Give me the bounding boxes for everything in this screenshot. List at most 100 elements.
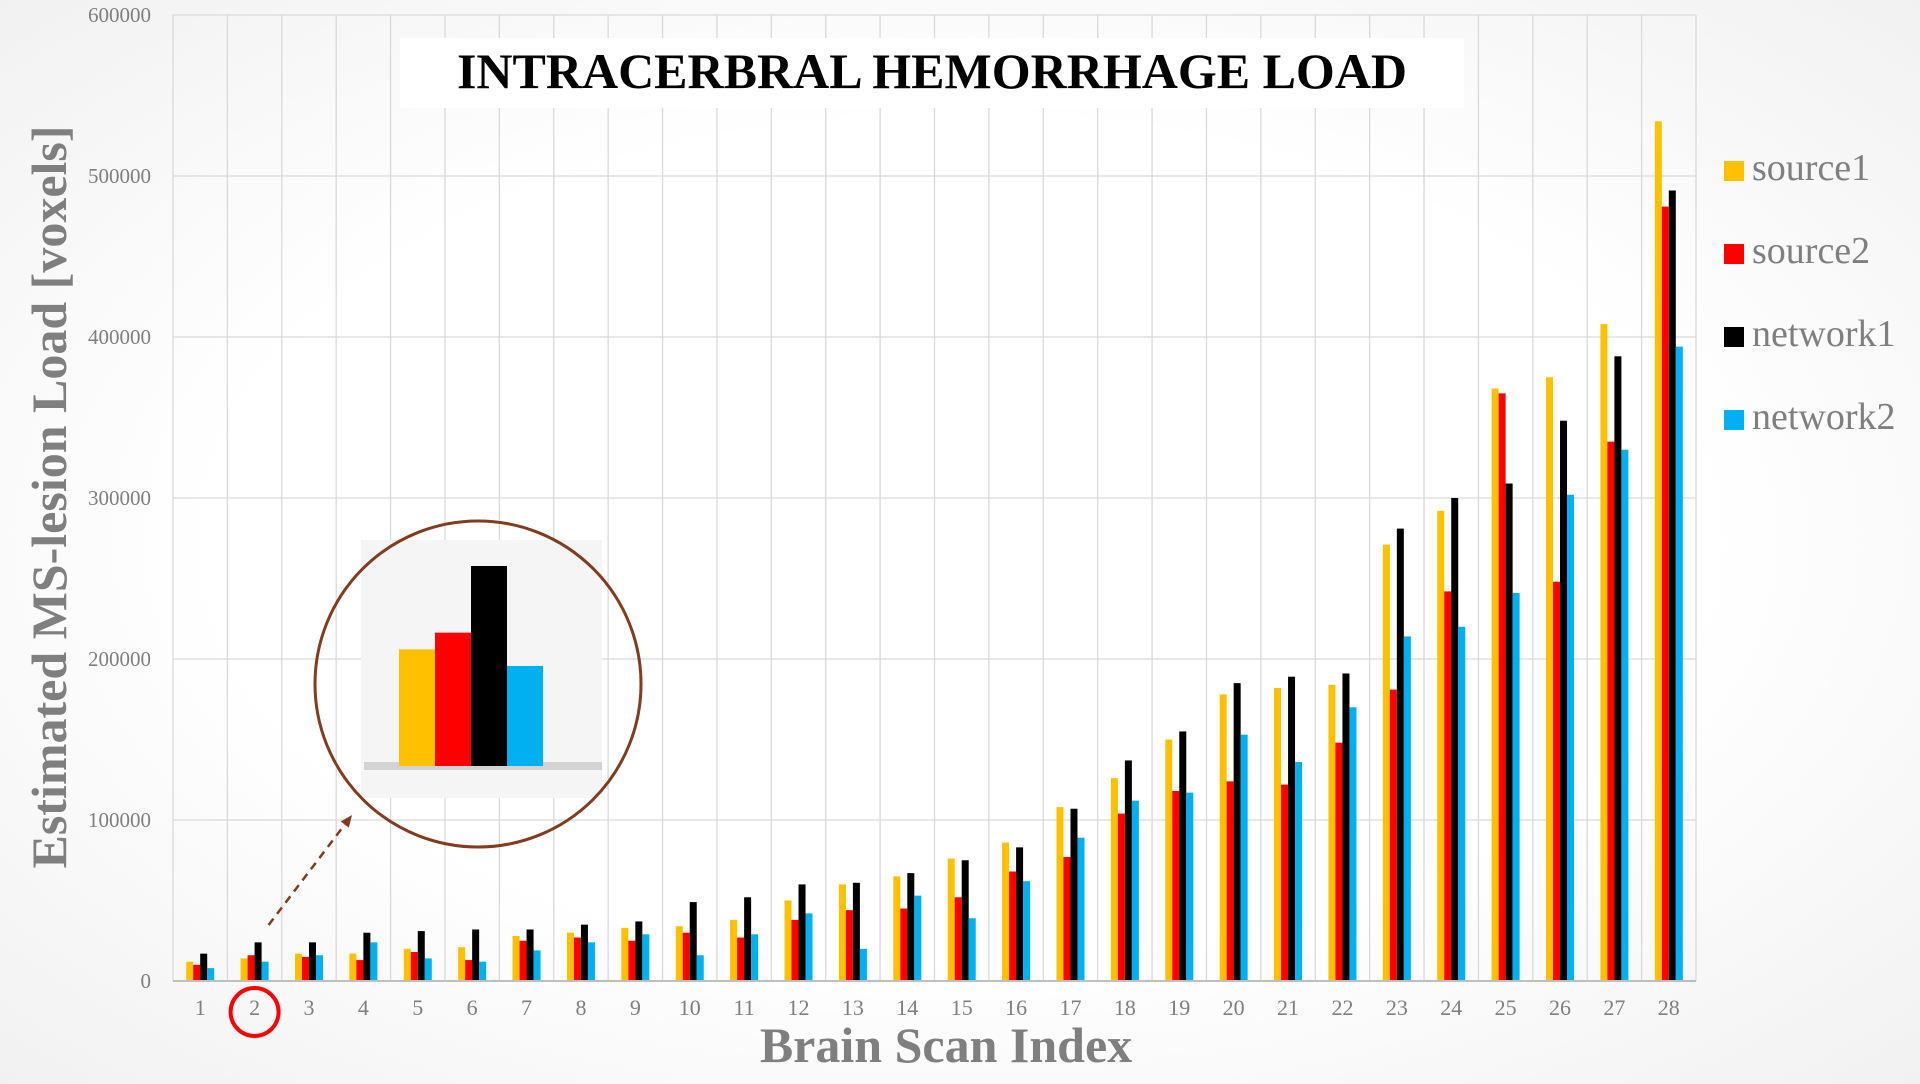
- bar-network2-9: [642, 934, 650, 981]
- bar-network2-1: [207, 968, 215, 981]
- x-tick-label: 28: [1658, 995, 1680, 1020]
- legend-label-network2: network2: [1752, 396, 1896, 438]
- bar-source2-27: [1607, 441, 1615, 981]
- bar-source2-26: [1553, 581, 1561, 981]
- bar-source2-25: [1498, 393, 1506, 982]
- bar-source1-7: [512, 935, 520, 981]
- bar-network2-6: [479, 961, 487, 981]
- bar-network2-24: [1458, 626, 1466, 981]
- bar-network1-14: [907, 873, 915, 981]
- bar-network1-4: [363, 932, 371, 981]
- bar-source1-3: [294, 953, 302, 981]
- bar-network1-13: [852, 882, 860, 981]
- x-tick-label: 25: [1495, 995, 1517, 1020]
- highlight-layer: [228, 814, 353, 1038]
- bar-network2-17: [1077, 837, 1085, 981]
- x-tick-label: 2: [249, 995, 260, 1020]
- bar-network1-6: [472, 929, 480, 981]
- bar-network2-3: [315, 955, 323, 981]
- bar-source2-9: [628, 940, 636, 981]
- legend-swatch-source1: [1724, 161, 1744, 181]
- zoom-arrow: [267, 814, 353, 926]
- bar-network1-5: [417, 931, 425, 981]
- bar-network1-26: [1560, 420, 1568, 982]
- x-tick-label: 23: [1386, 995, 1408, 1020]
- bar-network1-22: [1342, 673, 1350, 981]
- bar-source1-5: [403, 948, 411, 981]
- bar-source1-19: [1165, 739, 1173, 981]
- bar-network1-24: [1451, 498, 1459, 981]
- bar-source2-1: [193, 964, 201, 981]
- x-tick-label: 3: [303, 995, 314, 1020]
- inset-circle: [313, 519, 643, 849]
- bar-source2-24: [1444, 591, 1452, 981]
- bar-source2-12: [791, 919, 799, 981]
- grid-layer: [172, 14, 1697, 981]
- bar-network2-5: [424, 958, 432, 981]
- legend-label-network1: network1: [1752, 313, 1896, 355]
- y-tick-label: 600000: [88, 3, 151, 27]
- bar-source2-17: [1063, 857, 1071, 981]
- bar-source1-8: [566, 932, 574, 981]
- bar-network2-22: [1349, 707, 1357, 981]
- bar-network2-20: [1240, 734, 1248, 981]
- bar-network1-21: [1288, 676, 1296, 981]
- x-tick-label: 19: [1168, 995, 1190, 1020]
- bar-source2-28: [1661, 206, 1669, 982]
- x-tick-label: 24: [1440, 995, 1462, 1020]
- x-tick-label: 20: [1223, 995, 1245, 1020]
- bar-source2-10: [682, 932, 690, 981]
- bar-source1-9: [621, 927, 629, 981]
- inset-bar-network2: [507, 666, 543, 766]
- bar-network2-4: [370, 942, 378, 981]
- bar-source1-12: [784, 900, 792, 981]
- bar-source1-28: [1654, 121, 1662, 981]
- inset-bar-source2: [435, 632, 471, 766]
- bar-network1-1: [200, 953, 208, 981]
- bar-network2-21: [1295, 762, 1303, 981]
- bar-source1-10: [675, 926, 683, 981]
- legend-swatch-network1: [1724, 327, 1744, 347]
- x-tick-label: 7: [521, 995, 532, 1020]
- bar-network1-11: [744, 897, 752, 981]
- bar-network1-2: [254, 942, 262, 981]
- x-tick-label: 11: [734, 995, 755, 1020]
- x-tick-label: 6: [467, 995, 478, 1020]
- bar-source1-23: [1382, 544, 1390, 981]
- bar-source1-4: [349, 953, 357, 981]
- x-tick-label: 1: [195, 995, 206, 1020]
- bar-network1-20: [1233, 683, 1241, 981]
- bar-network1-16: [1016, 847, 1024, 981]
- bar-source2-16: [1009, 871, 1017, 981]
- highlight-circle: [228, 986, 281, 1038]
- bar-network2-13: [859, 948, 867, 981]
- bar-network1-23: [1396, 528, 1404, 981]
- bar-source1-26: [1546, 377, 1554, 981]
- x-tick-label: 4: [358, 995, 369, 1020]
- x-tick-label: 18: [1114, 995, 1136, 1020]
- zoom-arrow-head: [340, 815, 352, 828]
- bar-source2-2: [247, 955, 255, 981]
- bar-network1-15: [961, 860, 969, 981]
- bar-network2-8: [587, 942, 595, 981]
- bar-source2-21: [1281, 784, 1289, 981]
- bar-source1-24: [1437, 510, 1445, 981]
- bar-source2-8: [573, 937, 581, 981]
- bar-source2-20: [1226, 781, 1234, 981]
- bar-source1-11: [730, 919, 738, 981]
- legend-swatch-network2: [1724, 410, 1744, 430]
- bar-network1-19: [1179, 731, 1187, 981]
- bar-network2-19: [1186, 792, 1194, 981]
- bar-source1-27: [1600, 324, 1608, 981]
- bar-network2-11: [751, 934, 759, 981]
- bar-source1-2: [240, 958, 248, 981]
- y-tick-label: 500000: [88, 164, 151, 188]
- bar-network2-26: [1567, 494, 1575, 981]
- bar-source1-1: [186, 961, 194, 981]
- bar-network1-25: [1505, 483, 1513, 981]
- bar-source2-4: [356, 960, 364, 981]
- bar-network1-9: [635, 921, 643, 981]
